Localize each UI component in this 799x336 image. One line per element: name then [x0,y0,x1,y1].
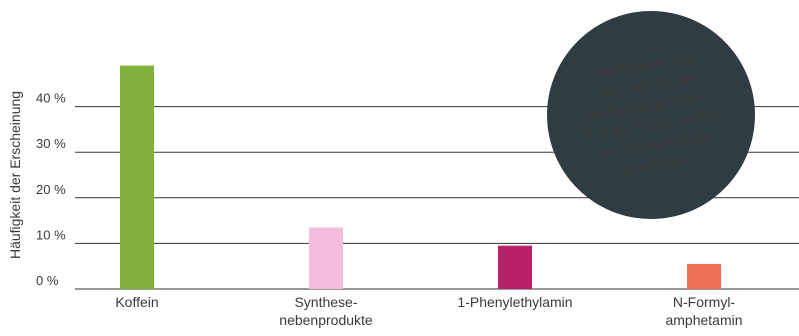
category-label: Synthese- [294,294,357,310]
category-labels: Koffein Synthese-nebenprodukte 1-Phenyleth… [115,294,742,328]
y-tick-label: 30 % [36,136,66,151]
category-label: nebenprodukte [279,312,373,328]
category-label: Koffein [115,294,158,310]
y-tick-labels: 0 % 10 % 20 % 30 % 40 % [36,91,66,288]
bar [498,245,532,289]
callout-circle [547,11,755,219]
y-tick-label: 40 % [36,91,66,106]
category-label: N-Formyl- [673,294,736,310]
bar [309,227,343,289]
bar [120,65,154,289]
y-tick-label: 0 % [36,273,59,288]
y-tick-label: 10 % [36,227,66,242]
bars [120,65,721,289]
y-tick-label: 20 % [36,182,66,197]
bar [687,263,721,289]
y-axis-label: Häufigkeit der Erscheinung [7,91,23,259]
category-label: 1-Phenylethylamin [457,294,572,310]
category-label: amphetamin [665,312,742,328]
